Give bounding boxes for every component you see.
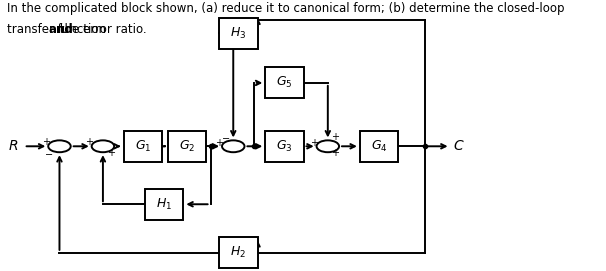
Text: +: +: [107, 148, 115, 158]
Text: In the complicated block shown, (a) reduce it to canonical form; (b) determine t: In the complicated block shown, (a) redu…: [7, 2, 564, 15]
Text: $H_2$: $H_2$: [230, 245, 247, 260]
Bar: [219, 237, 258, 268]
Text: $H_1$: $H_1$: [156, 197, 172, 212]
Text: $G_5$: $G_5$: [276, 75, 293, 91]
Bar: [265, 131, 304, 162]
Bar: [219, 18, 258, 49]
Bar: [124, 131, 162, 162]
Text: and: and: [48, 23, 73, 36]
Text: $H_3$: $H_3$: [230, 25, 247, 41]
Bar: [145, 189, 184, 220]
Bar: [168, 131, 207, 162]
Text: the error ratio.: the error ratio.: [56, 23, 146, 36]
Text: +: +: [331, 148, 339, 158]
Bar: [265, 67, 304, 98]
Text: +: +: [85, 137, 93, 147]
Circle shape: [316, 140, 339, 152]
Text: +: +: [42, 137, 50, 147]
Text: $G_2$: $G_2$: [179, 139, 195, 154]
Text: $R$: $R$: [8, 139, 19, 153]
Circle shape: [48, 140, 71, 152]
Circle shape: [92, 140, 114, 152]
Text: +: +: [216, 138, 224, 148]
Text: $C$: $C$: [453, 139, 465, 153]
Text: $-$: $-$: [221, 133, 230, 142]
Text: $G_3$: $G_3$: [276, 139, 293, 154]
Text: $-$: $-$: [44, 148, 53, 158]
Text: +: +: [310, 138, 318, 148]
Bar: [360, 131, 398, 162]
Text: $G_1$: $G_1$: [135, 139, 151, 154]
Text: +: +: [331, 133, 339, 142]
Text: $G_4$: $G_4$: [371, 139, 387, 154]
Circle shape: [222, 140, 244, 152]
Text: transfer function: transfer function: [7, 23, 110, 36]
